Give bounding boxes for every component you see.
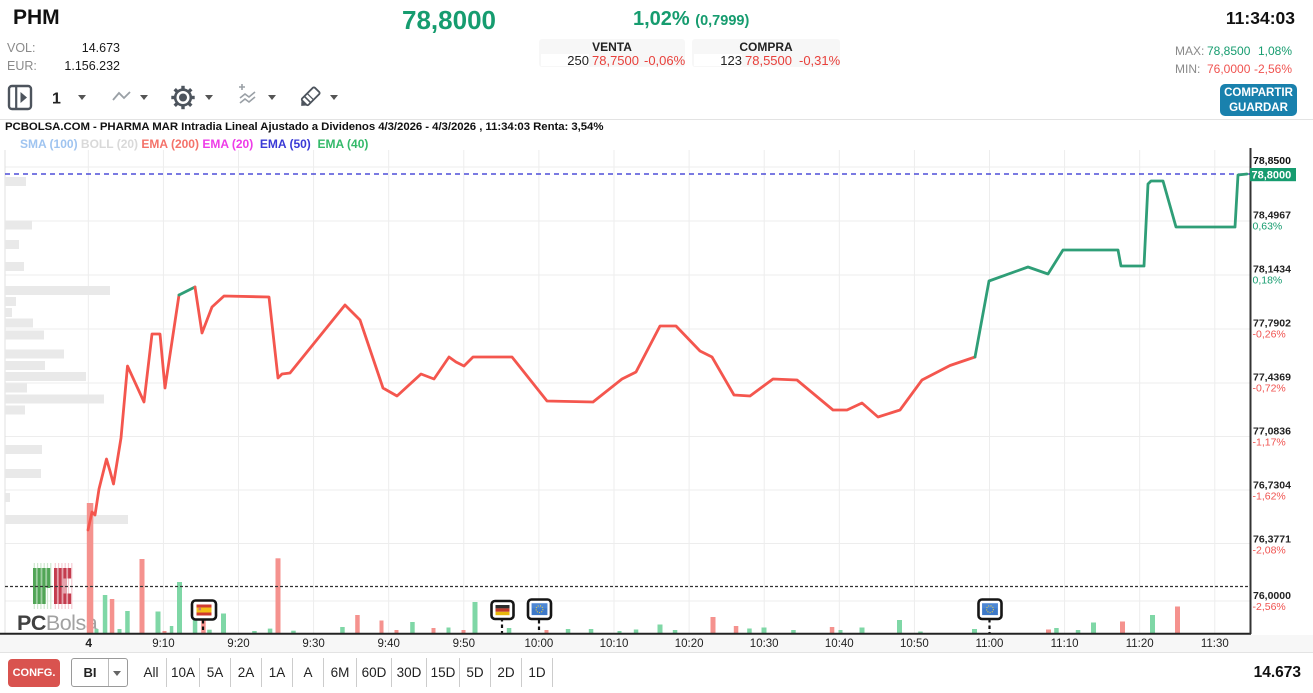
svg-text:11:30: 11:30 bbox=[1201, 638, 1229, 650]
svg-text:-1,62%: -1,62% bbox=[1253, 491, 1286, 503]
svg-text:4: 4 bbox=[85, 636, 92, 650]
svg-text:11:00: 11:00 bbox=[976, 638, 1004, 650]
svg-text:76,0000: 76,0000 bbox=[1253, 590, 1291, 602]
svg-text:10:20: 10:20 bbox=[675, 638, 704, 650]
svg-text:0,63%: 0,63% bbox=[1253, 221, 1283, 233]
svg-text:78,8500: 78,8500 bbox=[1253, 155, 1291, 167]
svg-text:-0,26%: -0,26% bbox=[1253, 329, 1286, 341]
svg-text:9:10: 9:10 bbox=[152, 638, 174, 650]
svg-text:-1,17%: -1,17% bbox=[1253, 437, 1286, 449]
svg-text:77,0836: 77,0836 bbox=[1253, 425, 1291, 437]
svg-text:76,3771: 76,3771 bbox=[1253, 533, 1291, 545]
svg-text:-2,56%: -2,56% bbox=[1253, 601, 1286, 613]
svg-text:9:30: 9:30 bbox=[302, 638, 324, 650]
svg-text:0,18%: 0,18% bbox=[1253, 275, 1283, 287]
svg-text:10:00: 10:00 bbox=[525, 638, 554, 650]
svg-text:-2,08%: -2,08% bbox=[1253, 545, 1286, 557]
svg-text:10:50: 10:50 bbox=[900, 638, 929, 650]
svg-text:76,7304: 76,7304 bbox=[1253, 479, 1291, 491]
svg-text:78,1434: 78,1434 bbox=[1253, 263, 1291, 275]
svg-text:10:40: 10:40 bbox=[825, 638, 854, 650]
svg-text:77,7902: 77,7902 bbox=[1253, 317, 1291, 329]
svg-text:10:30: 10:30 bbox=[750, 638, 779, 650]
svg-text:78,8000: 78,8000 bbox=[1252, 169, 1292, 181]
svg-text:11:20: 11:20 bbox=[1126, 638, 1154, 650]
svg-text:11:10: 11:10 bbox=[1051, 638, 1079, 650]
svg-text:9:40: 9:40 bbox=[378, 638, 400, 650]
svg-text:9:20: 9:20 bbox=[227, 638, 249, 650]
svg-text:9:50: 9:50 bbox=[453, 638, 475, 650]
svg-text:77,4369: 77,4369 bbox=[1253, 371, 1291, 383]
svg-text:10:10: 10:10 bbox=[600, 638, 629, 650]
svg-text:78,4967: 78,4967 bbox=[1253, 209, 1291, 221]
svg-text:-0,72%: -0,72% bbox=[1253, 383, 1286, 395]
svg-text:1: 1 bbox=[52, 91, 61, 108]
svg-text:PCBolsa: PCBolsa bbox=[17, 611, 98, 635]
